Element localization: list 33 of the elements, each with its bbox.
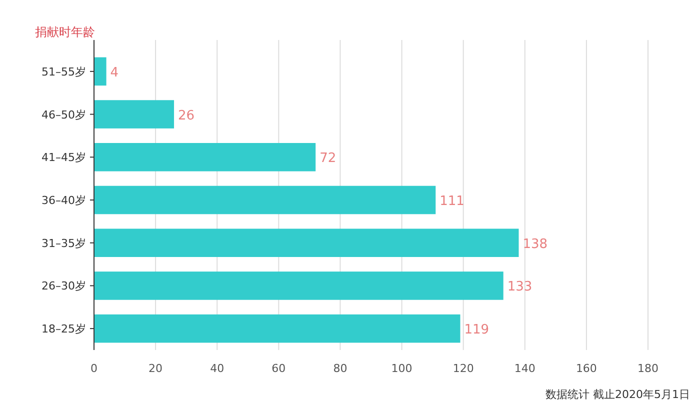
x-tick-label: 120 [452,362,474,375]
y-tick-label: 18–25岁 [42,322,86,336]
data-label: 111 [440,194,464,209]
x-tick-label: 40 [210,362,224,375]
x-tick-label: 0 [90,362,98,375]
bar [94,57,106,86]
x-tick-label: 60 [272,362,286,375]
data-label: 72 [320,151,336,166]
y-tick-label: 26–30岁 [42,280,86,293]
text: 数据统计 截止2020年5月1日 [546,388,690,401]
y-axis-title: 捐献时年龄 [35,25,95,39]
y-tick-label: 31–35岁 [42,236,86,250]
bar [94,272,504,300]
bar [94,186,436,214]
data-label: 4 [110,65,119,80]
x-tick-label: 140 [514,362,536,375]
data-label: 119 [464,322,490,338]
bar [94,100,174,128]
data-label: 138 [522,236,548,252]
data-label: 26 [178,108,195,124]
data-label: 133 [507,280,532,295]
bar [94,314,460,343]
bar [94,143,316,172]
x-tick-label: 100 [391,362,412,375]
y-tick-label: 41–45岁 [42,151,86,164]
y-tick-label: 51–55岁 [42,65,86,78]
y-tick-label: 46–50岁 [42,108,86,122]
x-tick-label: 20 [148,362,163,375]
bar [94,228,519,257]
x-tick-label: 180 [638,362,658,375]
x-tick-label: 80 [333,362,348,375]
y-tick-label: 36–40岁 [42,194,86,207]
x-tick-label: 160 [576,362,597,375]
